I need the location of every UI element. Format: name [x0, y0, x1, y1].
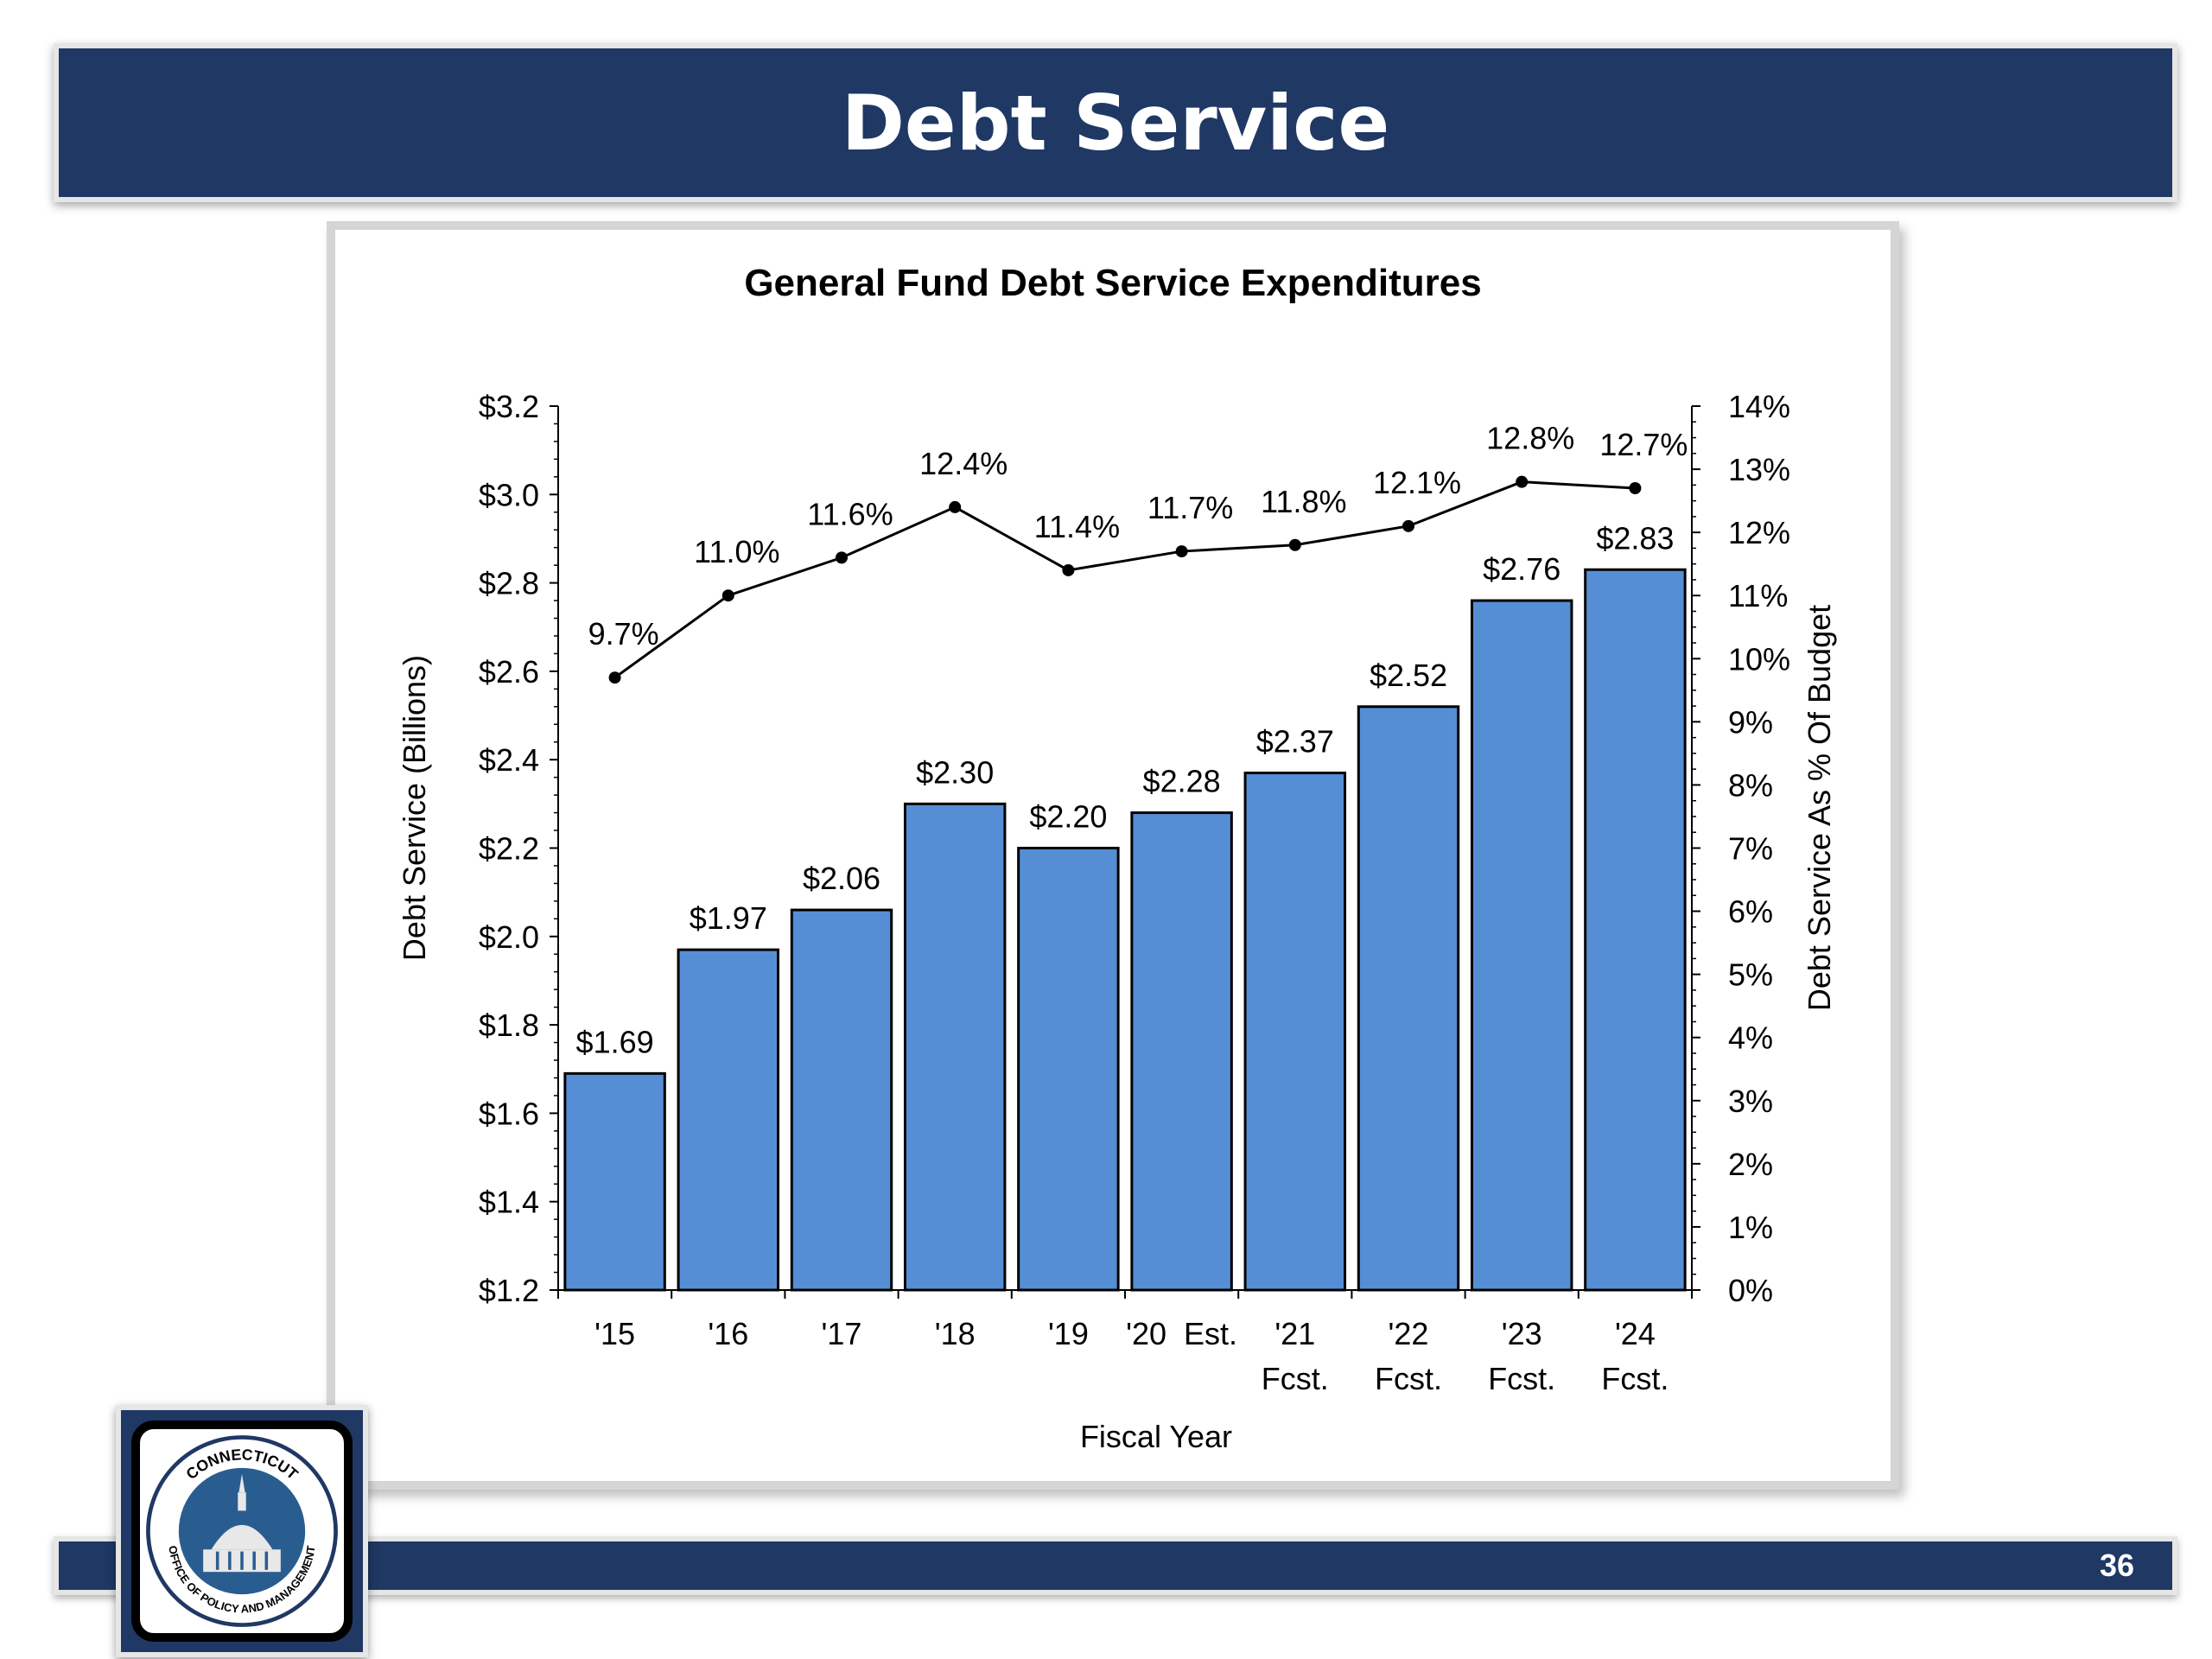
y-tick-label: $3.0 — [479, 477, 539, 512]
y-tick-label: $2.6 — [479, 654, 539, 690]
title-banner: Debt Service — [54, 43, 2177, 202]
bar-value-label: $1.97 — [690, 900, 767, 936]
x-tick-label: '15 — [594, 1316, 635, 1351]
x-tick-label: '19 — [1048, 1316, 1089, 1351]
bar-value-label: $2.37 — [1256, 724, 1334, 760]
bar — [1017, 847, 1120, 1292]
data-labels: $1.69 $1.97 $2.06 $2.30 $2.20 $2.28 $2.37 $2.52… — [576, 421, 1688, 1060]
bar — [1470, 599, 1573, 1292]
chart-title: General Fund Debt Service Expenditures — [744, 262, 1481, 304]
percent-point — [836, 551, 848, 564]
connecticut-opm-seal-logo: CONNECTICUT OFFICE OF POLICY AND MANAGEM… — [116, 1405, 368, 1657]
percent-value-label: 9.7% — [588, 616, 659, 652]
percent-value-label: 12.7% — [1599, 427, 1688, 462]
y-tick-label: $3.2 — [479, 389, 539, 424]
percent-value-label: 11.7% — [1147, 490, 1233, 525]
bar — [1130, 811, 1233, 1292]
y2-tick-label: 3% — [1728, 1084, 1773, 1119]
percent-value-label: 12.8% — [1486, 421, 1574, 456]
x-tick-label: Fcst. — [1375, 1361, 1442, 1396]
bar — [1243, 772, 1347, 1292]
percent-point — [1288, 538, 1301, 551]
percent-value-label: 11.6% — [807, 496, 893, 531]
x-tick-label: '20 Est. — [1126, 1316, 1237, 1351]
percent-value-label: 12.1% — [1373, 465, 1461, 500]
x-tick-label: Fcst. — [1262, 1361, 1329, 1396]
y2-tick-label: 14% — [1728, 389, 1790, 424]
y2-tick-label: 5% — [1728, 957, 1773, 993]
y2-tick-label: 8% — [1728, 767, 1773, 803]
percent-point — [721, 589, 734, 602]
bar-value-label: $2.28 — [1143, 764, 1221, 799]
y2-tick-label: 6% — [1728, 894, 1773, 930]
bar — [790, 908, 893, 1292]
percent-point — [1402, 519, 1414, 532]
x-axis-label: Fiscal Year — [1080, 1419, 1232, 1454]
bar — [1357, 705, 1460, 1292]
x-tick-label: '24 — [1615, 1316, 1656, 1351]
y-tick-label: $2.4 — [479, 742, 539, 778]
y2-tick-label: 4% — [1728, 1020, 1773, 1056]
y-tick-label: $2.0 — [479, 919, 539, 955]
axes: $1.2 $1.4 $1.6 $1.8 $2.0 $2.2 $2.4 $2.6 $2.8 $3.0… — [479, 389, 1790, 1396]
y2-tick-label: 1% — [1728, 1210, 1773, 1245]
footer-banner: 36 — [54, 1536, 2177, 1595]
x-tick-label: '16 — [708, 1316, 748, 1351]
capitol-dome-seal-icon: CONNECTICUT OFFICE OF POLICY AND MANAGEM… — [146, 1435, 338, 1627]
percent-value-label: 12.4% — [919, 446, 1007, 481]
percent-value-label: 11.8% — [1261, 484, 1346, 519]
y-tick-label: $2.2 — [479, 831, 539, 867]
y-axis-label: Debt Service (Billions) — [397, 655, 432, 961]
y2-tick-label: 13% — [1728, 452, 1790, 487]
bar-value-label: $1.69 — [576, 1024, 654, 1059]
percent-point — [1062, 563, 1075, 576]
bar — [903, 802, 1007, 1292]
page-number: 36 — [2099, 1548, 2134, 1583]
percent-value-label: 11.4% — [1034, 509, 1120, 544]
y2-tick-label: 0% — [1728, 1273, 1773, 1308]
bar — [1584, 568, 1687, 1292]
bar-series — [563, 568, 1687, 1292]
y-tick-label: $1.2 — [479, 1273, 539, 1308]
bar-value-label: $2.20 — [1029, 799, 1107, 835]
y2-tick-label: 11% — [1728, 578, 1788, 613]
y-tick-label: $1.4 — [479, 1185, 539, 1220]
y2-tick-label: 2% — [1728, 1147, 1773, 1182]
bar — [563, 1071, 666, 1292]
percent-line-series — [608, 475, 1642, 684]
x-tick-label: '21 — [1274, 1316, 1315, 1351]
x-tick-label: Fcst. — [1488, 1361, 1555, 1396]
percent-point — [1629, 481, 1642, 494]
x-tick-label: '23 — [1502, 1316, 1542, 1351]
y2-tick-label: 10% — [1728, 641, 1790, 677]
y-tick-label: $1.8 — [479, 1007, 539, 1043]
bar — [677, 948, 780, 1292]
x-tick-label: '22 — [1389, 1316, 1429, 1351]
percent-line — [613, 480, 1636, 679]
percent-point — [949, 500, 962, 513]
bar-value-label: $2.76 — [1483, 551, 1560, 587]
percent-point — [1175, 545, 1188, 558]
bar-value-label: $2.52 — [1370, 658, 1447, 693]
y2-tick-label: 12% — [1728, 515, 1790, 550]
y2-tick-label: 7% — [1728, 831, 1773, 867]
percent-point — [1516, 475, 1529, 488]
bar-value-label: $2.06 — [803, 861, 880, 896]
percent-value-label: 11.0% — [694, 534, 779, 569]
slide-title: Debt Service — [841, 78, 1390, 168]
y2-tick-label: 9% — [1728, 704, 1773, 740]
y-tick-label: $2.8 — [479, 566, 539, 601]
percent-point — [608, 671, 621, 684]
x-tick-label: Fcst. — [1601, 1361, 1669, 1396]
bar-value-label: $2.83 — [1596, 520, 1674, 556]
y2-axis-label: Debt Service As % Of Budget — [1802, 605, 1837, 1011]
x-tick-label: '18 — [935, 1316, 976, 1351]
y-tick-label: $1.6 — [479, 1096, 539, 1131]
bar-value-label: $2.30 — [916, 754, 994, 790]
x-tick-label: '17 — [822, 1316, 862, 1351]
